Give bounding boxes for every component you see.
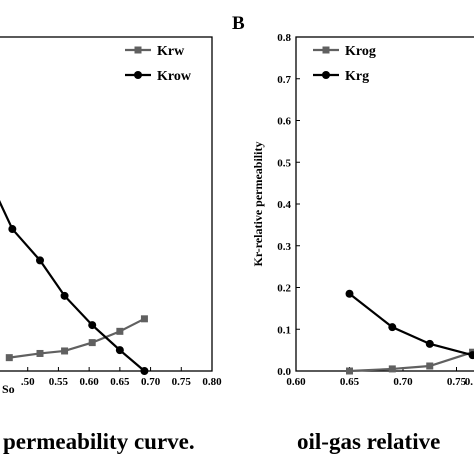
chart-title: oil-gas relative [297, 429, 440, 454]
x-tick-label: 0.75 [447, 376, 467, 388]
data-point-krw [61, 347, 69, 355]
data-point-krow [36, 256, 44, 265]
y-tick-label: 0.8 [277, 32, 291, 44]
data-point-krow [115, 346, 124, 355]
legend-label-krow: Krow [157, 69, 192, 84]
y-tick-label: 0.7 [277, 74, 291, 86]
y-tick-label: 0.2 [277, 283, 291, 295]
x-tick-label: 0.65 [110, 376, 130, 388]
data-point-krg [388, 323, 397, 332]
data-point-krg [425, 339, 434, 348]
x-tick-label: 0.80 [202, 376, 222, 388]
x-tick-label: 0.60 [80, 376, 100, 388]
data-point-krow [8, 225, 17, 234]
chart-title: permeability curve. [3, 429, 195, 454]
data-point-krg [468, 351, 474, 360]
panel-b: 0.60 0.65 0.70 0.750. 0.0 0.1 0.2 0.3 0.4 0.5 0.6 0… [232, 13, 474, 454]
data-point-krow [60, 291, 69, 300]
x-tick-label: 0.70 [393, 376, 413, 388]
series-line-krow [0, 200, 146, 372]
data-point-krw [140, 315, 148, 323]
series-line-krg [348, 292, 474, 357]
data-point-krow [140, 367, 149, 375]
y-tick-label: 0.0 [277, 366, 291, 378]
x-tick-label: 0.65 [340, 376, 360, 388]
data-point-krow [88, 321, 97, 330]
data-point-krw [88, 339, 96, 347]
x-tick-label: 0.75 [172, 376, 192, 388]
y-axis-label: Kr-relative permeability [251, 142, 265, 267]
y-tick-label: 0.6 [277, 116, 291, 128]
plot-area [345, 289, 474, 375]
x-axis-label: So [2, 382, 15, 396]
plot-frame [0, 36, 213, 372]
data-point-krog [346, 367, 353, 375]
data-point-krg [345, 289, 354, 298]
y-tick-label: 0.1 [277, 324, 291, 336]
legend-marker-krg [322, 71, 330, 79]
data-point-krw [116, 327, 124, 335]
x-tick-label: 0.70 [141, 376, 161, 388]
data-point-krw [36, 349, 44, 357]
data-point-krw [5, 354, 13, 362]
legend-marker-krog [322, 46, 330, 54]
series-line-krw [9, 317, 145, 359]
x-tick-label: 0.55 [49, 376, 69, 388]
data-point-krog [388, 365, 396, 373]
panel-label: B [232, 13, 245, 34]
y-tick-label: 0.4 [277, 199, 291, 211]
legend-label-krw: Krw [157, 44, 185, 59]
y-tick-label: 0.5 [277, 157, 291, 169]
legend-label-krg: Krg [345, 69, 369, 84]
plot-area [0, 200, 149, 375]
panel-a: .50 0.55 0.60 0.65 0.70 0.75 0.80 Krw Krow So perm… [0, 36, 222, 454]
x-tick-label: 0.60 [286, 376, 306, 388]
series-line-krog [349, 350, 474, 373]
y-tick-label: 0.3 [277, 241, 291, 253]
x-tick-label: 0. [465, 376, 474, 388]
legend-label-krog: Krog [345, 44, 376, 59]
legend-marker-krw [134, 46, 142, 54]
data-point-krog [426, 362, 434, 370]
legend-marker-krow [134, 71, 142, 79]
x-tick-label: .50 [21, 376, 35, 388]
